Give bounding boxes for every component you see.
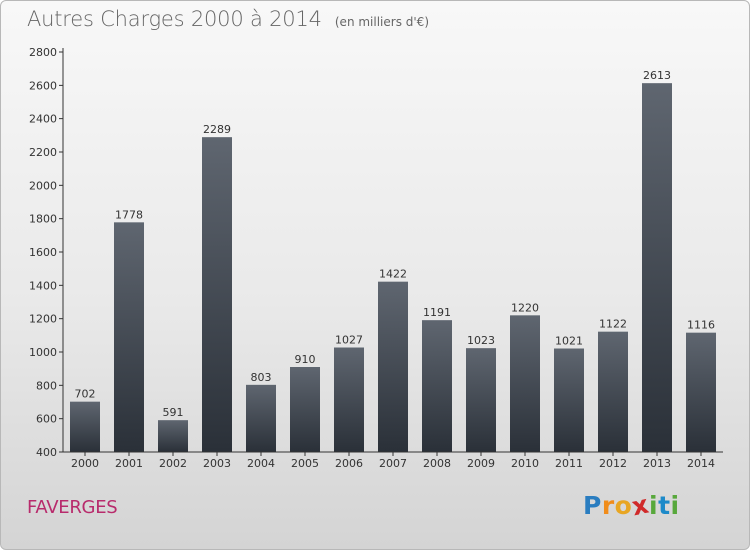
x-tick-label-2014: 2014	[687, 457, 715, 470]
data-label-2001: 1778	[115, 208, 143, 221]
bar-2005	[290, 367, 320, 452]
data-label-2007: 1422	[379, 268, 407, 281]
x-tick-label-2007: 2007	[379, 457, 407, 470]
data-label-2011: 1021	[555, 335, 583, 348]
y-tick-label-800: 800	[36, 379, 57, 392]
bar-2013	[642, 83, 672, 453]
y-tick-label-2600: 2600	[29, 79, 57, 92]
bar-2012	[598, 331, 628, 452]
data-label-2003: 2289	[203, 123, 231, 136]
y-tick-label-2200: 2200	[29, 146, 57, 159]
bar-2007	[378, 281, 408, 452]
logo-letter: o	[614, 491, 633, 520]
x-tick-label-2002: 2002	[159, 457, 187, 470]
y-tick-label-1400: 1400	[29, 279, 57, 292]
data-label-2005: 910	[295, 353, 316, 366]
logo-letter: t	[658, 491, 671, 520]
y-tick-label-1200: 1200	[29, 313, 57, 326]
x-tick-label-2000: 2000	[71, 457, 99, 470]
data-label-2002: 591	[163, 406, 184, 419]
commune-name: FAVERGES	[27, 497, 118, 518]
x-tick-label-2010: 2010	[511, 457, 539, 470]
chart-subtitle: (en milliers d'€)	[334, 15, 429, 29]
x-tick-label-2004: 2004	[247, 457, 275, 470]
data-label-2010: 1220	[511, 301, 539, 314]
bar-2009	[466, 348, 496, 452]
logo-letter: P	[583, 491, 602, 520]
bar-2010	[510, 315, 540, 452]
data-label-2013: 2613	[643, 69, 671, 82]
data-label-2006: 1027	[335, 334, 363, 347]
data-label-2014: 1116	[687, 319, 715, 332]
x-tick-label-2009: 2009	[467, 457, 495, 470]
bar-2003	[202, 137, 232, 452]
chart-title-text: Autres Charges 2000 à 2014	[27, 7, 322, 31]
x-tick-label-2003: 2003	[203, 457, 231, 470]
y-tick-label-400: 400	[36, 446, 57, 459]
bar-2006	[334, 347, 364, 452]
data-label-2012: 1122	[599, 318, 627, 331]
y-tick-label-1000: 1000	[29, 346, 57, 359]
y-tick-label-2400: 2400	[29, 113, 57, 126]
logo-letter: r	[601, 491, 615, 520]
x-tick-label-2012: 2012	[599, 457, 627, 470]
logo-letter: i	[649, 491, 659, 520]
bar-2008	[422, 320, 452, 452]
bar-2000	[70, 401, 100, 452]
bar-series: 702 1778 591 2289 803 910 1027 1422 1191 1023 1220…	[70, 69, 716, 453]
x-tick-label-2005: 2005	[291, 457, 319, 470]
x-tick-label-2001: 2001	[115, 457, 143, 470]
y-tick-label-1800: 1800	[29, 213, 57, 226]
y-tick-label-2800: 2800	[29, 46, 57, 59]
proxiti-logo: Proxiti	[583, 490, 680, 522]
bar-2014	[686, 332, 716, 452]
x-tick-label-2011: 2011	[555, 457, 583, 470]
y-tick-label-600: 600	[36, 413, 57, 426]
bar-2002	[158, 420, 188, 452]
bar-2011	[554, 348, 584, 452]
data-label-2000: 702	[75, 388, 96, 401]
data-label-2009: 1023	[467, 334, 495, 347]
bar-2004	[246, 384, 276, 452]
data-label-2004: 803	[251, 371, 272, 384]
data-label-2008: 1191	[423, 306, 451, 319]
logo-letter: i	[670, 491, 680, 520]
chart-axes: 2000 2001 2002 2003 2004 2005 2006 2007 2008 2009…	[29, 46, 723, 470]
chart-title: Autres Charges 2000 à 2014 (en milliers …	[27, 7, 429, 31]
x-tick-label-2006: 2006	[335, 457, 363, 470]
y-tick-label-2000: 2000	[29, 179, 57, 192]
bar-2001	[114, 222, 144, 452]
y-tick-label-1600: 1600	[29, 246, 57, 259]
x-tick-label-2008: 2008	[423, 457, 451, 470]
x-tick-label-2013: 2013	[643, 457, 671, 470]
